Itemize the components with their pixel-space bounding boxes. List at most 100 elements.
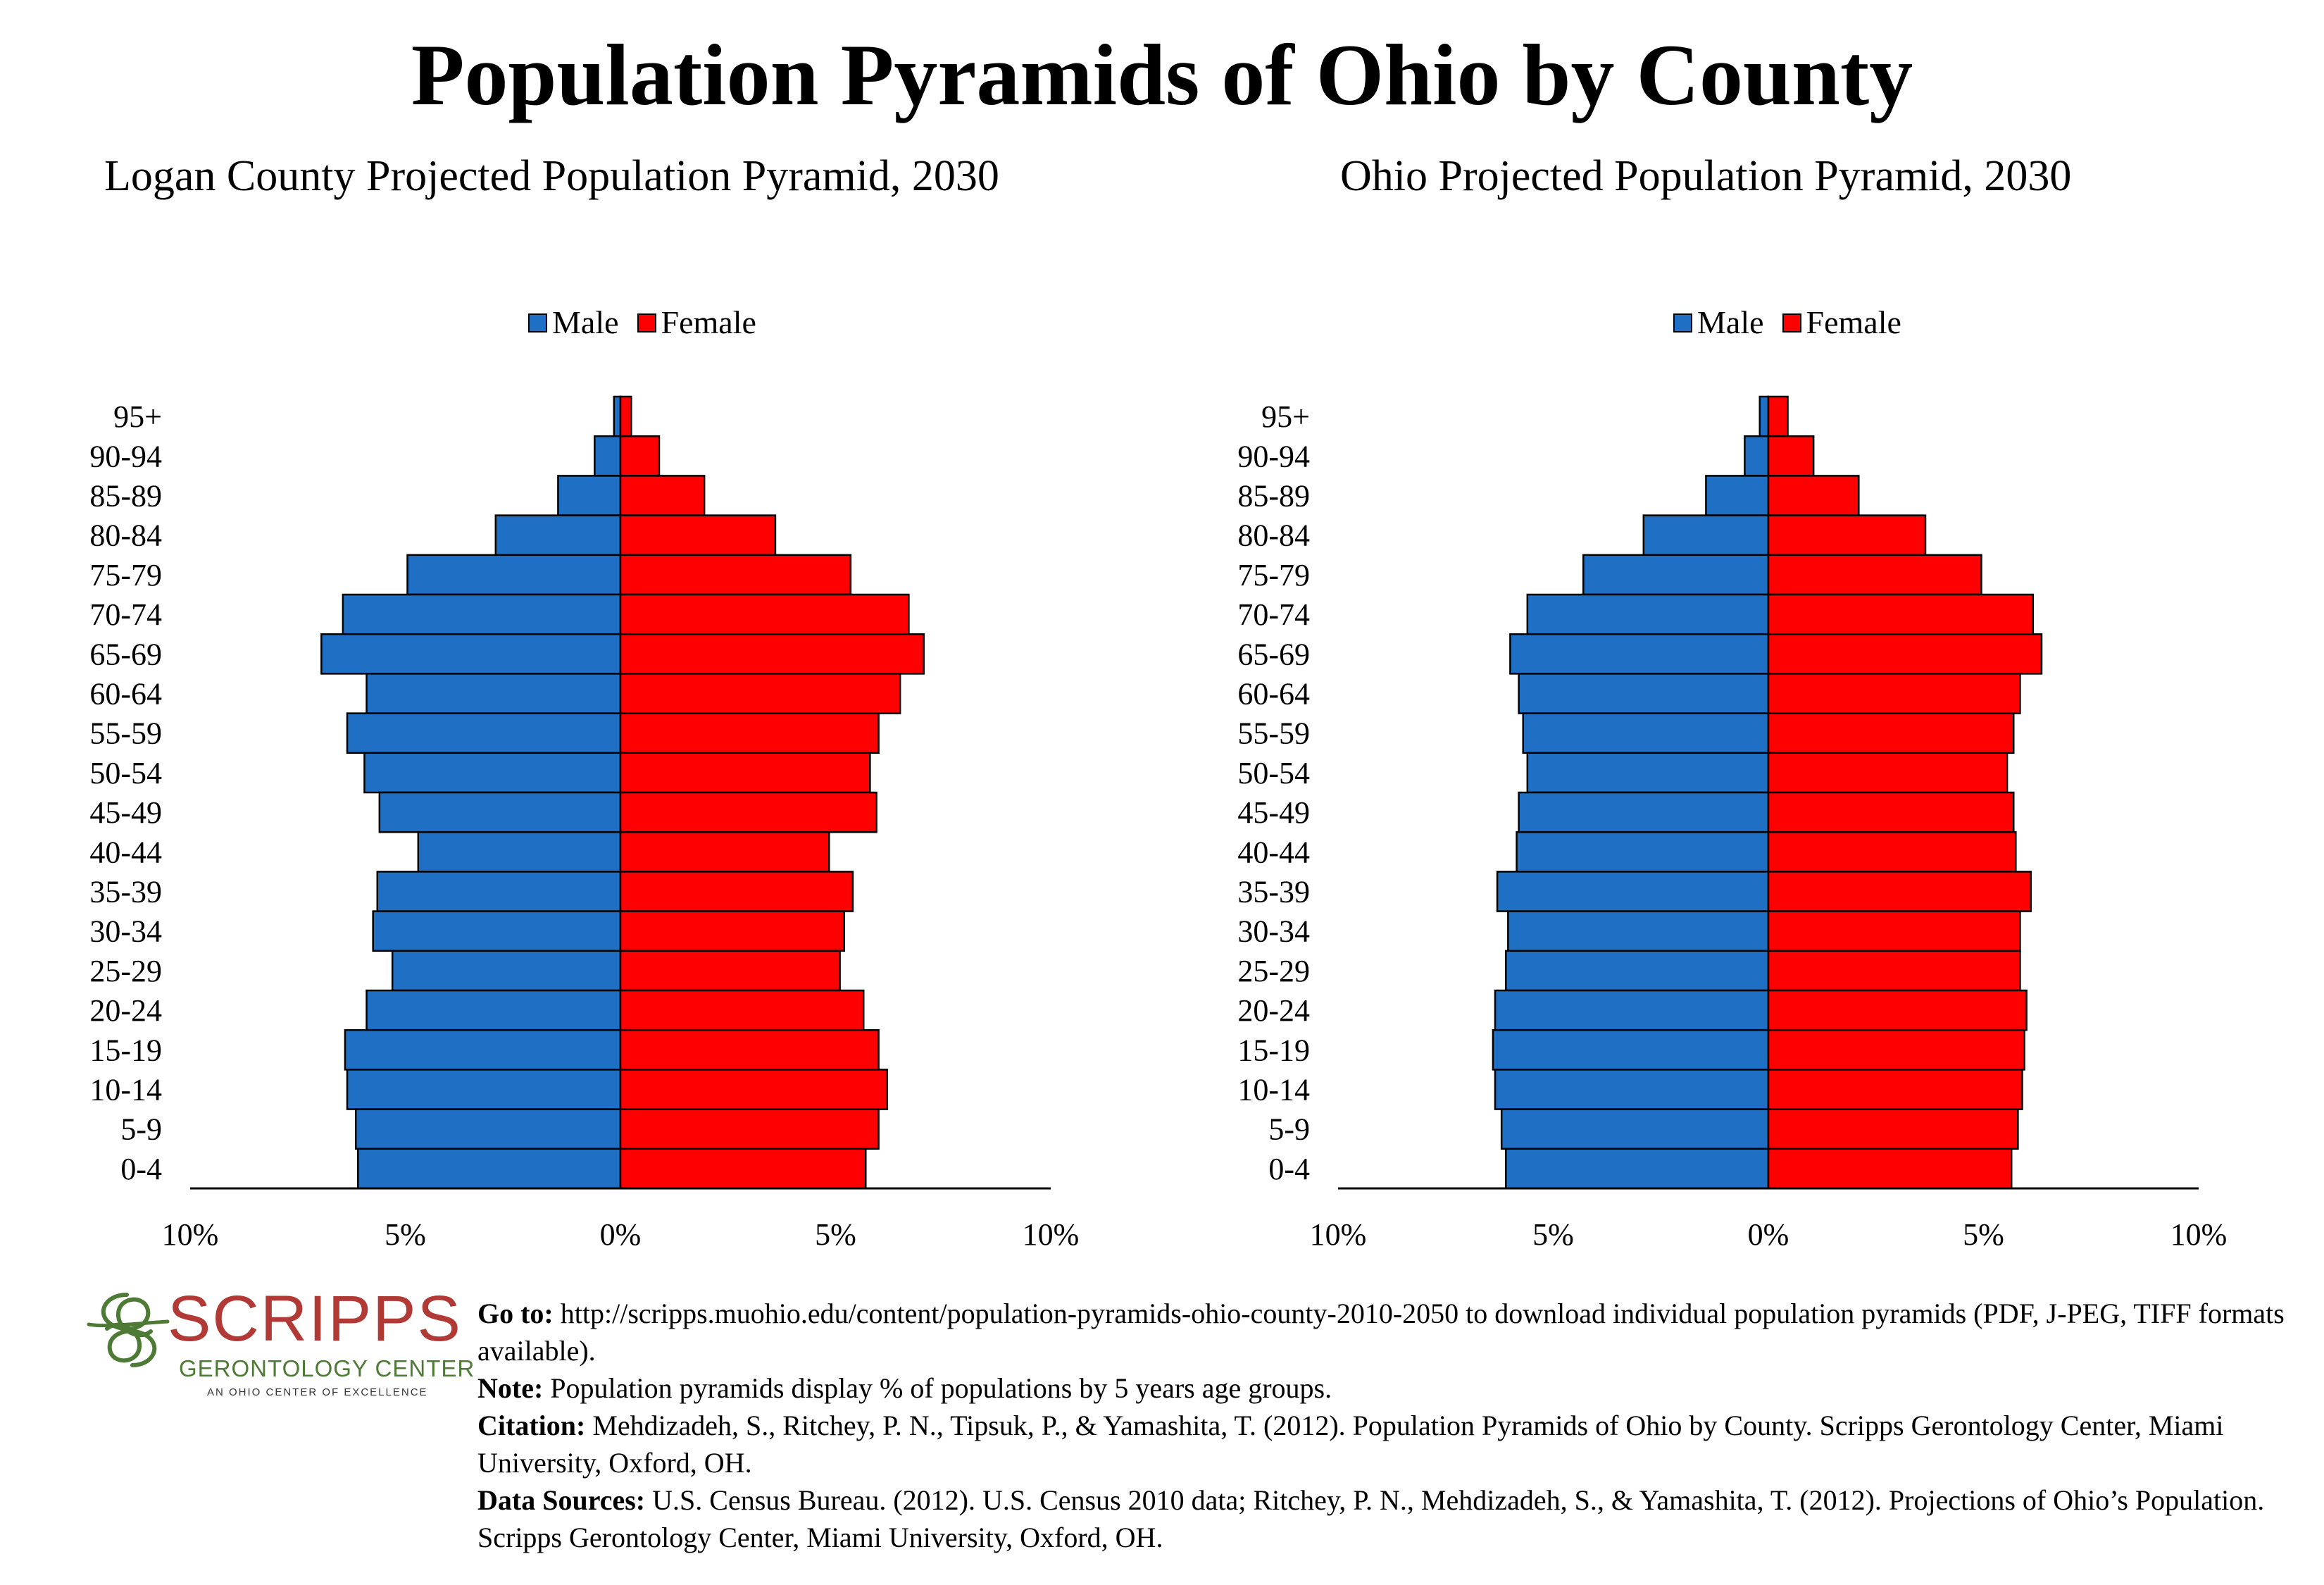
logo-wordmark: SCRIPPS <box>168 1283 462 1355</box>
chart-title-logan: Logan County Projected Population Pyrami… <box>104 152 999 200</box>
age-label: 25-29 <box>89 954 162 988</box>
bar-male-95+ <box>1758 395 1770 437</box>
pyramid-chart-logan: 95+ 90-94 85-89 80-84 75-79 70-74 65-69 60-64 55… <box>89 395 1080 1252</box>
age-label: 45-49 <box>89 795 162 830</box>
bar-male-50-54 <box>363 752 622 794</box>
note-goto-label: Go to: <box>477 1298 554 1329</box>
bar-male-5-9 <box>1500 1108 1770 1150</box>
age-label: 20-24 <box>89 993 162 1028</box>
bar-male-80-84 <box>1642 514 1770 557</box>
legend-item-male: Male <box>1673 302 1764 344</box>
bar-male-15-19 <box>1492 1028 1770 1071</box>
x-tick-label: 0% <box>1748 1217 1789 1252</box>
age-label: 90-94 <box>89 439 162 473</box>
bar-male-0-4 <box>1505 1148 1770 1190</box>
note-sources-text: U.S. Census Bureau. (2012). U.S. Census … <box>477 1484 2265 1553</box>
legend-ohio: Male Female <box>1673 302 1920 344</box>
x-tick-label: 10% <box>1023 1217 1080 1252</box>
bar-female-10-14 <box>1767 1069 2023 1110</box>
bar-male-80-84 <box>494 514 622 557</box>
bar-female-95+ <box>619 395 632 437</box>
bar-female-30-34 <box>619 910 845 952</box>
page-title: Population Pyramids of Ohio by County <box>411 27 1913 123</box>
bar-male-0-4 <box>357 1148 622 1190</box>
age-label: 5-9 <box>1268 1112 1310 1147</box>
bar-female-75-79 <box>1767 554 1982 596</box>
legend-label-male: Male <box>552 304 619 340</box>
bar-male-70-74 <box>1526 593 1770 635</box>
bar-female-65-69 <box>1767 633 2043 675</box>
bar-male-55-59 <box>346 712 622 754</box>
bar-male-55-59 <box>1522 712 1770 754</box>
legend-item-female: Female <box>637 302 756 344</box>
bar-male-40-44 <box>1516 831 1770 873</box>
x-tick-label: 10% <box>162 1217 219 1252</box>
chart-title-ohio: Ohio Projected Population Pyramid, 2030 <box>1340 152 2072 200</box>
age-label: 45-49 <box>1237 795 1310 830</box>
age-label: 20-24 <box>1237 993 1310 1028</box>
bar-female-5-9 <box>619 1108 880 1150</box>
bar-male-75-79 <box>406 554 622 596</box>
bar-male-35-39 <box>1496 871 1770 912</box>
bar-male-10-14 <box>346 1069 622 1110</box>
note-sources: Data Sources: U.S. Census Bureau. (2012)… <box>477 1481 2309 1556</box>
bar-female-75-79 <box>619 554 852 596</box>
bar-female-0-4 <box>619 1148 867 1190</box>
bar-female-25-29 <box>619 950 841 992</box>
age-label: 35-39 <box>1237 875 1310 909</box>
age-label: 95+ <box>113 399 162 434</box>
logo-subtitle: GERONTOLOGY CENTER <box>179 1355 475 1381</box>
age-label: 15-19 <box>1237 1033 1310 1067</box>
note-citation-label: Citation: <box>477 1410 586 1441</box>
bar-male-35-39 <box>376 871 622 912</box>
bar-male-45-49 <box>378 791 622 833</box>
bar-male-65-69 <box>320 633 622 675</box>
x-tick-label: 5% <box>1963 1217 2004 1252</box>
age-label: 40-44 <box>89 835 162 869</box>
age-label: 80-84 <box>89 518 162 553</box>
bar-female-95+ <box>1767 395 1789 437</box>
legend-label-female: Female <box>1806 304 1901 340</box>
bar-female-90-94 <box>1767 435 1815 477</box>
x-tick-label: 10% <box>1310 1217 1367 1252</box>
bar-female-10-14 <box>619 1069 889 1110</box>
bar-male-65-69 <box>1509 633 1770 675</box>
age-label: 30-34 <box>1237 914 1310 949</box>
age-label: 25-29 <box>1237 954 1310 988</box>
bar-female-55-59 <box>619 712 880 754</box>
bar-female-50-54 <box>1767 752 2008 794</box>
x-tick-label: 5% <box>1532 1217 1574 1252</box>
bar-female-85-89 <box>619 475 706 516</box>
age-label: 55-59 <box>89 716 162 751</box>
age-label: 85-89 <box>89 479 162 514</box>
age-label: 50-54 <box>89 756 162 790</box>
bar-female-15-19 <box>619 1028 880 1071</box>
bar-female-25-29 <box>1767 950 2021 992</box>
age-label: 65-69 <box>89 637 162 671</box>
bar-male-60-64 <box>1518 673 1770 714</box>
bar-female-70-74 <box>619 593 910 635</box>
bar-male-15-19 <box>344 1028 622 1071</box>
bar-male-90-94 <box>1744 435 1770 477</box>
age-label: 75-79 <box>89 558 162 592</box>
bar-male-90-94 <box>594 435 622 477</box>
age-label: 85-89 <box>1237 479 1310 514</box>
legend-swatch-male <box>528 313 547 332</box>
age-label: 10-14 <box>1237 1073 1310 1107</box>
legend-logan: Male Female <box>528 302 775 344</box>
legend-item-male: Male <box>528 302 619 344</box>
bar-female-20-24 <box>1767 989 2028 1031</box>
bar-female-70-74 <box>1767 593 2035 635</box>
age-label: 35-39 <box>89 875 162 909</box>
bar-male-10-14 <box>1494 1069 1770 1110</box>
bar-female-80-84 <box>619 514 777 557</box>
x-tick-label: 5% <box>385 1217 426 1252</box>
bar-female-55-59 <box>1767 712 2015 754</box>
x-tick-label: 0% <box>600 1217 642 1252</box>
note-note: Note: Population pyramids display % of p… <box>477 1369 2309 1407</box>
bar-female-65-69 <box>619 633 925 675</box>
age-label: 10-14 <box>89 1073 162 1107</box>
age-label: 80-84 <box>1237 518 1310 553</box>
bar-male-60-64 <box>366 673 622 714</box>
note-citation-text: Mehdizadeh, S., Ritchey, P. N., Tipsuk, … <box>477 1410 2224 1479</box>
